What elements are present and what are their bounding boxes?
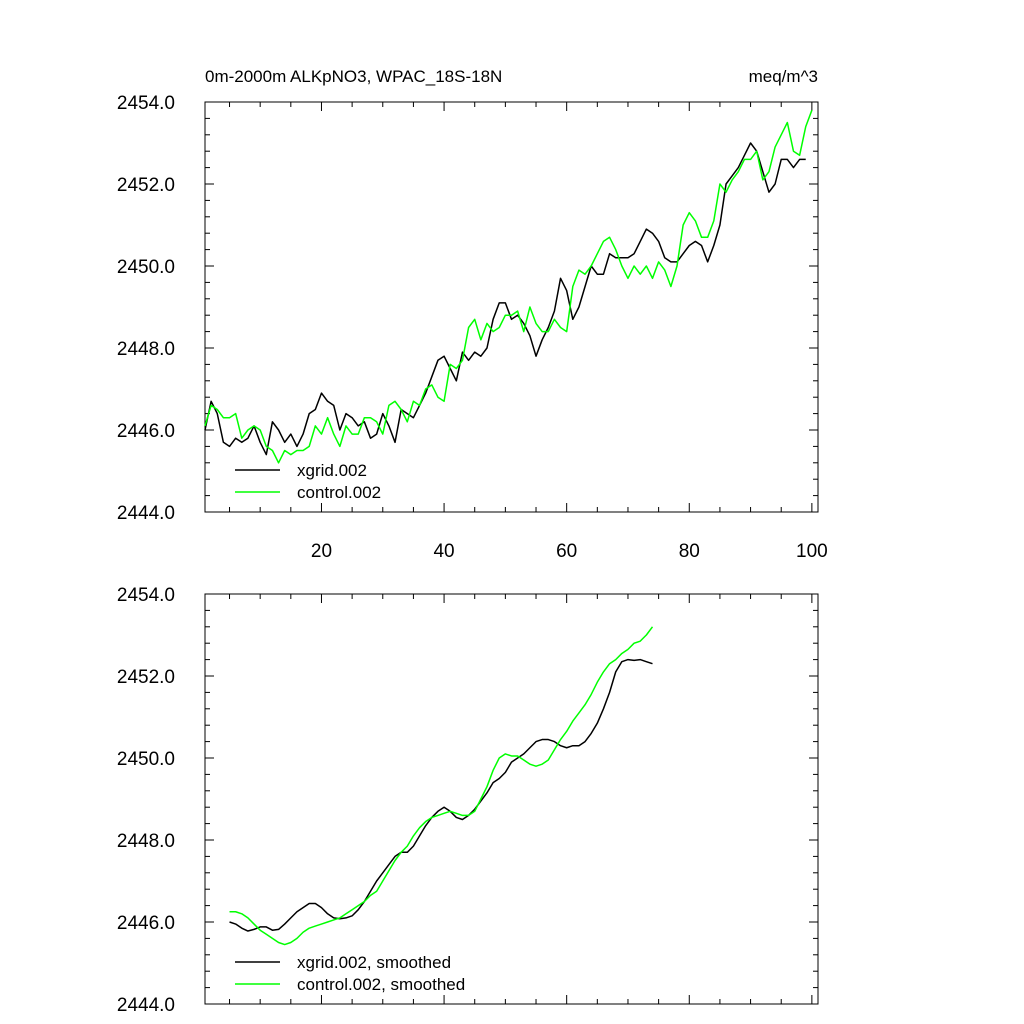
series-line-control xyxy=(229,626,654,946)
y-tick-label: 2444.0 xyxy=(117,995,175,1016)
y-tick-label: 2452.0 xyxy=(117,175,175,196)
y-tick-label: 2454.0 xyxy=(117,585,175,606)
x-tick-label: 80 xyxy=(679,541,700,562)
y-tick-label: 2446.0 xyxy=(117,913,175,934)
plot-frame xyxy=(204,101,819,513)
legend-label: xgrid.002 xyxy=(297,461,367,480)
y-tick-label: 2448.0 xyxy=(117,831,175,852)
y-tick-label: 2452.0 xyxy=(117,667,175,688)
x-tick-label: 20 xyxy=(311,541,332,562)
units-label: meq/m^3 xyxy=(749,67,818,86)
y-tick-label: 2450.0 xyxy=(117,749,175,770)
x-tick-label: 100 xyxy=(796,541,828,562)
top-panel: 0m-2000m ALKpNO3, WPAC_18S-18N meq/m^3 20 4… xyxy=(117,67,828,562)
plot-frame xyxy=(204,593,819,1005)
y-tick-label: 2454.0 xyxy=(117,93,175,114)
series-line-xgrid xyxy=(204,142,806,456)
y-tick-label: 2448.0 xyxy=(117,339,175,360)
y-tick-label: 2446.0 xyxy=(117,421,175,442)
y-tick-label: 2444.0 xyxy=(117,503,175,524)
legend-label: control.002 xyxy=(297,483,381,502)
series-line-control xyxy=(204,109,813,464)
bottom-panel: 2444.0 2446.0 2448.0 2450.0 2452.0 2454.0 xgri… xyxy=(117,585,819,1016)
y-tick-label: 2450.0 xyxy=(117,257,175,278)
chart-title: 0m-2000m ALKpNO3, WPAC_18S-18N xyxy=(205,67,502,86)
legend-label: xgrid.002, smoothed xyxy=(297,953,451,972)
x-tick-label: 60 xyxy=(556,541,577,562)
series-line-xgrid xyxy=(229,658,653,932)
x-tick-label: 40 xyxy=(433,541,454,562)
legend-label: control.002, smoothed xyxy=(297,975,465,994)
